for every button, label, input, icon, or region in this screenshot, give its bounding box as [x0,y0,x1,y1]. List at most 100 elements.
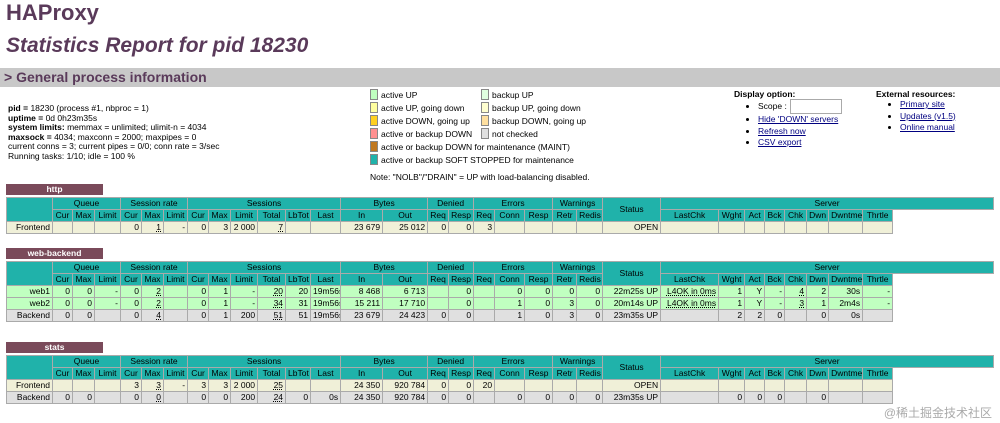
column-header: Limit [163,209,189,222]
column-header: In [340,209,384,222]
column-header: Out [382,367,429,380]
table-cell: 1 [806,297,830,310]
table-cell [163,285,189,298]
table-cell: 0 [448,285,475,298]
online-manual-link[interactable]: Online manual [900,122,955,132]
column-header: Thrtle [862,273,894,286]
table-cell: L4OK in 0ms [660,285,720,298]
table-cell: 0 [494,285,526,298]
table-cell: 22m25s UP [602,285,662,298]
legend-swatch [370,102,378,113]
column-header: Limit [230,209,259,222]
table-cell [718,221,746,234]
column-header: Wght [718,209,746,222]
primary-site-link[interactable]: Primary site [900,99,945,109]
column-header: LastChk [660,273,720,286]
stat-value: 34 [273,298,284,309]
column-header: Req [427,367,450,380]
table-cell: 1 [208,309,232,322]
column-group-header: Session rate [120,355,189,368]
table-cell [576,379,604,392]
column-header: Retr [552,209,578,222]
table-cell: - [230,285,259,298]
proxy-name-web-backend[interactable]: web-backend [6,248,103,259]
column-group-header: Warnings [552,261,604,274]
scope-input[interactable] [789,99,842,114]
refresh-now-link[interactable]: Refresh now [758,125,806,136]
process-info-line: Running tasks: 1/10; idle = 100 % [8,150,135,161]
updates-link[interactable]: Updates (v1.5) [900,110,956,121]
legend-item: active or backup DOWN [370,128,472,140]
table-cell: 0 [764,309,786,322]
column-header: Last [310,209,342,222]
table-cell: 2 [141,285,165,298]
table-cell: 19m56s [310,285,342,298]
table-cell: - [764,297,786,310]
table-cell: 0 [120,297,143,310]
column-group-header: Queue [51,261,122,274]
column-header: Max [141,367,165,380]
column-header: In [340,273,384,286]
column-header: Status [602,355,662,380]
legend-note: Note: "NOLB"/"DRAIN" = UP with load-bala… [370,172,590,182]
table-cell: - [93,297,122,310]
table-cell: 3 [552,309,578,322]
table-cell [285,221,312,234]
table-cell [784,221,808,234]
column-header: Max [208,209,232,222]
table-cell: 0 [494,391,526,404]
column-header: Redis [576,273,604,286]
column-header: Thrtle [862,367,894,380]
stat-value: 25 [273,380,284,391]
table-cell: 30s [828,285,864,298]
column-header: Cur [120,209,143,222]
table-cell: 0 [448,297,475,310]
table-cell: 51 [285,309,312,322]
process-info-line: pid = 18230 (process #1, nbproc = 1) [8,103,149,113]
column-group-header: Queue [51,197,122,210]
column-header: Total [257,273,287,286]
scope-item: Scope : [758,99,842,114]
row-label: web1 [6,285,53,298]
table-cell: 0 [576,309,604,322]
table-cell: 0 [187,221,210,234]
table-cell [52,221,73,234]
hide-down-servers-link[interactable]: Hide 'DOWN' servers [758,114,839,124]
table-cell: 23 679 [340,221,384,234]
table-cell: L4OK in 0ms [660,297,720,310]
table-cell: 4 [141,309,165,322]
column-header: Limit [163,367,189,380]
column-header: Total [257,367,287,380]
table-cell: 0s [310,391,342,404]
proxy-name-http[interactable]: http [6,184,103,195]
column-header: Redis [576,209,604,222]
column-header: Wght [718,367,746,380]
table-cell: 0 [52,297,73,310]
table-cell [285,379,312,392]
table-cell [163,391,189,404]
table-cell [862,221,894,234]
legend-swatch [370,154,378,165]
table-cell: 20m14s UP [602,297,662,310]
table-cell: 200 [230,309,259,322]
table-cell: 4 [784,285,808,298]
proxy-name-stats[interactable]: stats [6,342,103,353]
section-header: > General process information [0,68,1000,87]
table-cell: 0 [208,391,232,404]
column-header: Out [382,273,429,286]
column-header: Max [72,209,95,222]
table-cell: OPEN [602,379,662,392]
column-header: Req [473,273,496,286]
stat-value: 2 [156,298,162,309]
column-header: Limit [230,367,259,380]
stat-value: 7 [278,222,284,233]
table-row: web1 0 0-0 2 0 1-20 20 19m56s 8 468 6 713 0 0 0 0 0 22m… [6,285,994,298]
row-label: Frontend [6,379,53,392]
column-header: Total [257,209,287,222]
stats-table-web-backend: Queue Session rate Sessions Bytes Denied Erro… [6,261,994,322]
table-cell: 0 [576,297,604,310]
table-cell [660,221,720,234]
column-header: Conn [494,209,526,222]
csv-export-link[interactable]: CSV export [758,137,802,147]
table-cell [744,379,766,392]
